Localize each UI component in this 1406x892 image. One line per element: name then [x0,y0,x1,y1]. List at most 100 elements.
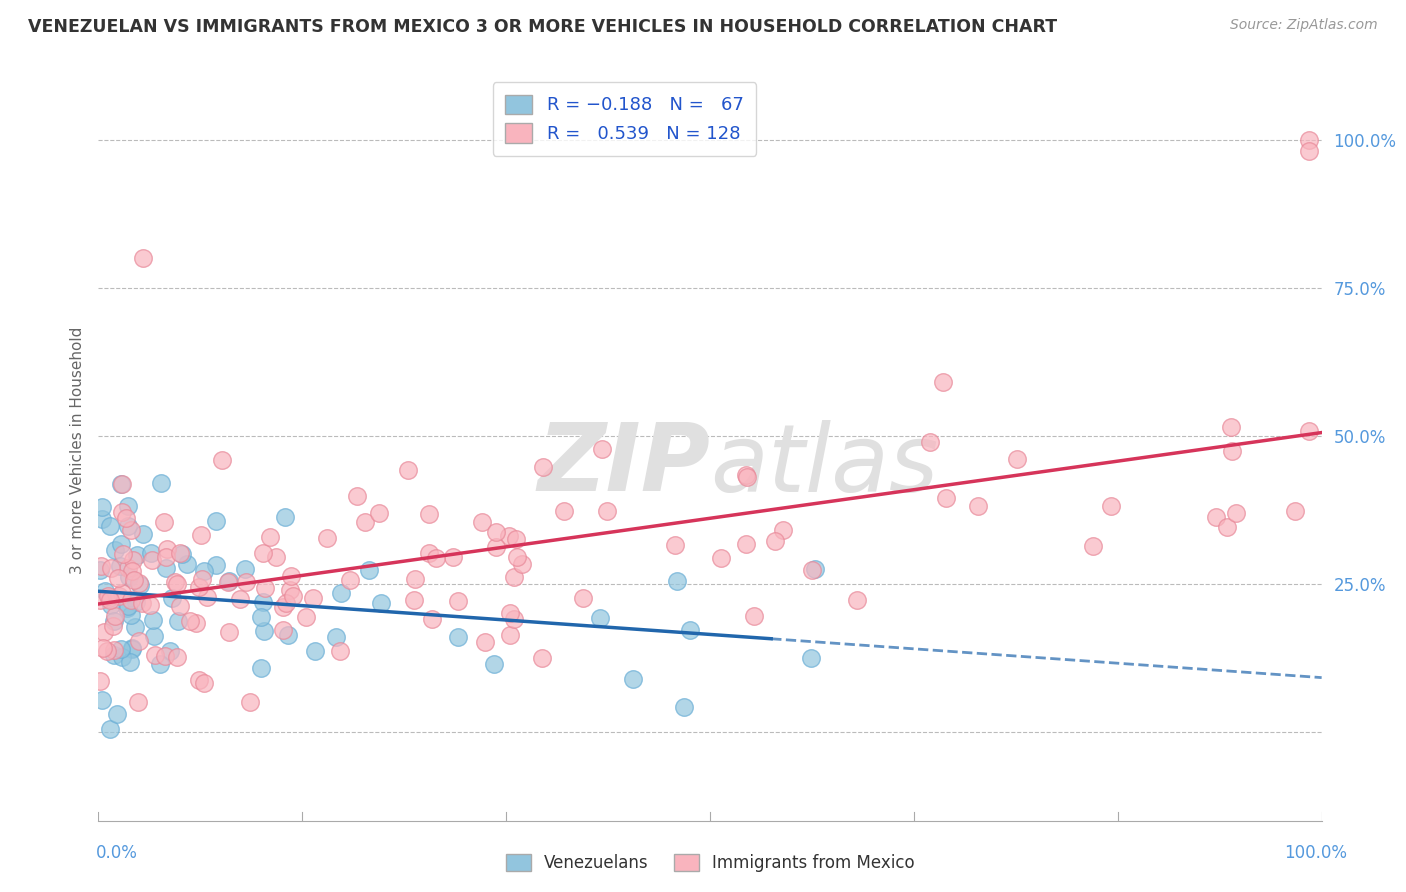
Point [98,593,121,607]
Point [165,575,187,590]
Point [931,376,953,390]
Point [253,624,276,639]
Point [502,570,524,584]
Point [276,628,298,642]
Point [742,609,765,624]
Point [1005,452,1028,467]
Point [105,706,128,721]
Point [772,523,794,537]
Point [191,572,214,586]
Point [107,571,129,585]
Point [179,614,201,628]
Point [572,591,595,605]
Point [121,564,143,578]
Point [249,661,271,675]
Point [368,506,391,520]
Point [127,548,149,562]
Point [329,644,352,658]
Point [138,598,160,612]
Point [229,591,252,606]
Point [121,642,143,657]
Point [1205,510,1227,524]
Point [120,655,142,669]
Point [141,553,163,567]
Point [254,581,277,595]
Point [420,612,443,626]
Point [278,582,301,597]
Point [357,563,380,577]
Point [447,630,470,644]
Point [139,546,162,560]
Point [89,593,111,607]
Point [120,523,142,537]
Point [1298,145,1320,159]
Point [339,573,361,587]
Point [1225,507,1247,521]
Point [499,628,522,642]
Point [918,434,941,449]
Point [218,574,240,588]
Point [100,599,122,613]
Point [271,599,294,614]
Point [110,477,132,491]
Point [672,699,695,714]
Point [264,549,287,564]
Point [666,574,689,589]
Point [111,505,134,519]
Point [471,516,494,530]
Point [141,613,163,627]
Point [281,589,304,603]
Text: atlas: atlas [710,420,938,511]
Point [239,695,262,709]
Point [709,551,731,566]
Point [132,251,155,265]
Point [252,546,274,560]
Point [117,518,139,533]
Point [91,500,114,514]
Point [588,611,610,625]
Point [498,529,520,543]
Point [1099,500,1122,514]
Point [250,610,273,624]
Point [111,650,134,665]
Point [315,531,337,545]
Point [155,560,177,574]
Point [325,630,347,644]
Point [115,601,138,615]
Point [1284,504,1306,518]
Point [150,476,173,491]
Point [679,623,702,637]
Point [735,470,758,484]
Point [485,540,508,554]
Point [143,648,166,662]
Text: 100.0%: 100.0% [1284,844,1347,862]
Point [404,572,426,586]
Point [187,580,209,594]
Point [117,499,139,513]
Point [846,593,869,607]
Point [1298,424,1320,438]
Point [402,593,425,607]
Text: VENEZUELAN VS IMMIGRANTS FROM MEXICO 3 OR MORE VEHICLES IN HOUSEHOLD CORRELATION: VENEZUELAN VS IMMIGRANTS FROM MEXICO 3 O… [28,18,1057,36]
Point [124,620,146,634]
Point [120,607,142,622]
Point [531,460,554,475]
Point [103,615,125,629]
Point [89,563,111,577]
Text: 0.0%: 0.0% [96,844,138,862]
Point [510,557,533,571]
Point [111,586,134,600]
Point [1220,443,1243,458]
Point [482,657,505,672]
Point [204,515,226,529]
Point [591,442,613,457]
Point [447,593,470,607]
Point [108,559,131,574]
Point [91,512,114,526]
Point [441,549,464,564]
Point [186,616,208,631]
Point [172,547,194,561]
Point [101,619,124,633]
Point [276,596,298,610]
Point [553,504,575,518]
